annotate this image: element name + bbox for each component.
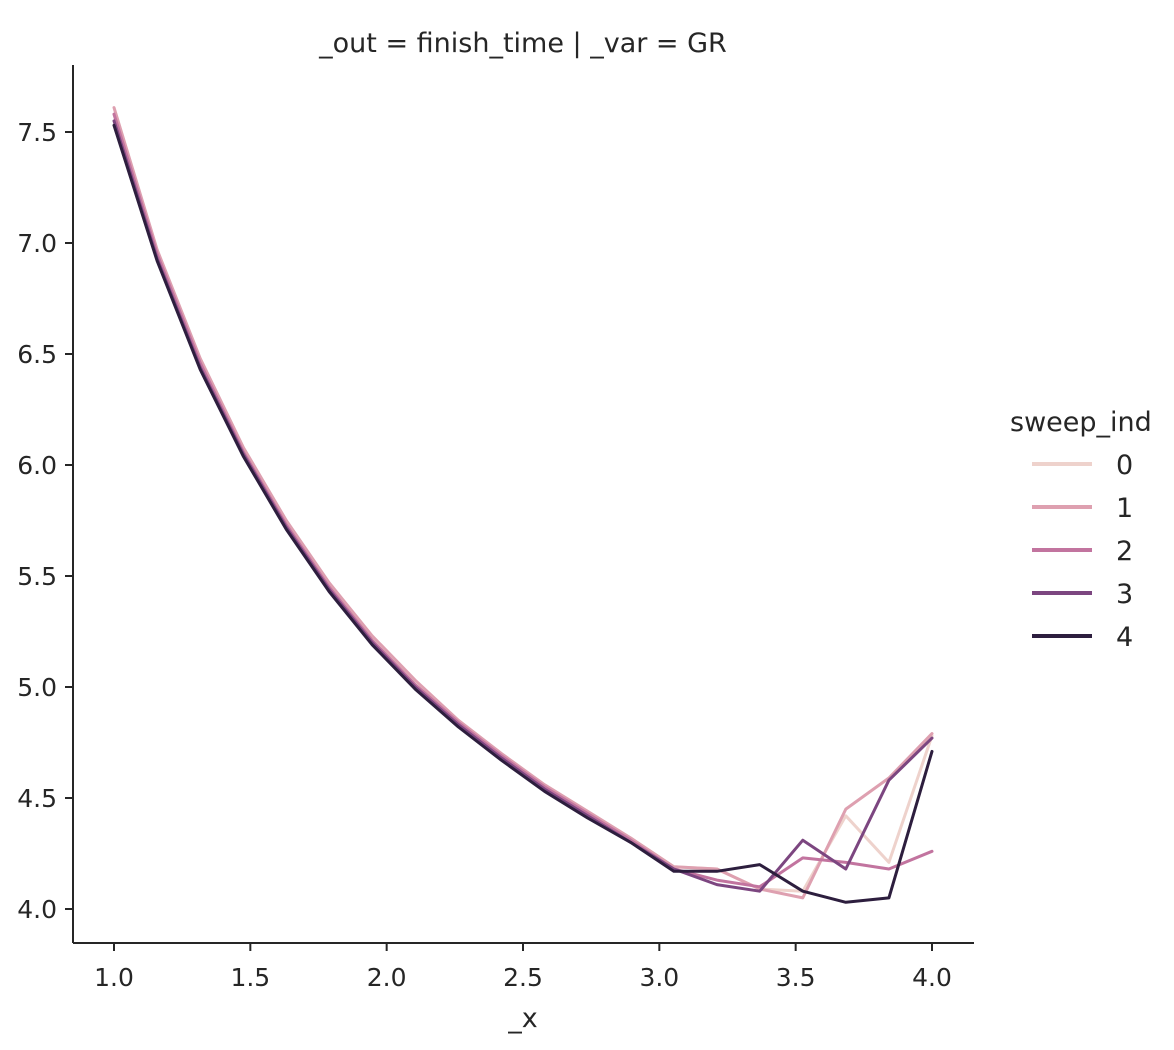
x-tick-label: 4.0 <box>912 963 952 992</box>
legend-label-4: 4 <box>1116 622 1133 653</box>
y-tick-label: 4.5 <box>17 784 57 813</box>
legend: sweep_ind 0 1 2 3 4 <box>1010 407 1152 653</box>
x-tick-label: 1.5 <box>230 963 270 992</box>
x-tick-label: 1.0 <box>94 963 134 992</box>
x-tick-label: 2.0 <box>367 963 407 992</box>
y-tick-label: 7.0 <box>17 229 57 258</box>
y-tick-label: 5.5 <box>17 562 57 591</box>
y-axis-ticks: 4.0 4.5 5.0 5.5 6.0 6.5 7.0 7.5 <box>17 118 73 924</box>
series-lines <box>112 106 934 904</box>
x-tick-label: 3.0 <box>639 963 679 992</box>
legend-items: 0 1 2 3 4 <box>1032 450 1133 653</box>
series-line-1 <box>112 106 934 900</box>
y-tick-label: 6.0 <box>17 451 57 480</box>
x-axis-ticks: 1.0 1.5 2.0 2.5 3.0 3.5 4.0 <box>94 943 952 992</box>
legend-label-1: 1 <box>1116 493 1133 524</box>
legend-title: sweep_ind <box>1010 407 1152 438</box>
y-tick-label: 5.0 <box>17 673 57 702</box>
legend-label-2: 2 <box>1116 536 1133 567</box>
chart-title: _out = finish_time | _var = GR <box>318 28 727 59</box>
y-tick-label: 7.5 <box>17 118 57 147</box>
x-axis-title: _x <box>507 1003 538 1034</box>
series-line-4 <box>112 123 934 904</box>
x-tick-label: 3.5 <box>776 963 816 992</box>
legend-label-0: 0 <box>1116 450 1133 481</box>
legend-label-3: 3 <box>1116 579 1133 610</box>
series-line-2 <box>112 112 934 889</box>
y-tick-label: 4.0 <box>17 895 57 924</box>
x-tick-label: 2.5 <box>503 963 543 992</box>
y-tick-label: 6.5 <box>17 340 57 369</box>
